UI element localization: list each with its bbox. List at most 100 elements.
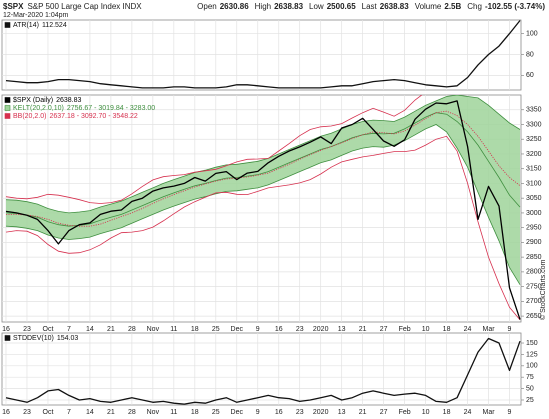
x-tick-label: 9 (256, 326, 260, 333)
x-tick-label: Feb (399, 326, 411, 333)
x-tick-label: 2020 (313, 326, 329, 333)
legend-name: BB(20,2.0) (13, 113, 46, 120)
quote-label: Volume (415, 2, 442, 11)
x-tick-label: 21 (107, 326, 115, 333)
y-tick-label: 2750 (526, 283, 542, 290)
x-tick-label: 25 (212, 326, 220, 333)
y-tick-label: 3050 (526, 195, 542, 202)
band-middle (6, 110, 521, 227)
plot (5, 95, 521, 321)
legend-entry: ATR(14) 112.524 (13, 22, 67, 29)
y-tick-label: 60 (526, 72, 534, 79)
x-tick-label: 13 (338, 326, 346, 333)
x-tick-label: 25 (212, 409, 220, 416)
legend-swatch (4, 22, 11, 28)
legend-swatch (4, 113, 11, 119)
title: $SPX (3, 2, 24, 11)
x-tick-label: Feb (399, 409, 411, 416)
x-tick-label: Dec (231, 409, 244, 416)
y-tick-label: 80 (526, 51, 534, 58)
subtitle: S&P 500 Large Cap Index INDX (27, 2, 142, 11)
y-tick-label: 3000 (526, 210, 542, 217)
y-tick-label: 3150 (526, 166, 542, 173)
y-tick-label: 2950 (526, 225, 542, 232)
legend-value: 2638.83 (56, 97, 81, 104)
quote-label: Chg (467, 2, 482, 11)
y-tick-label: 75 (526, 374, 534, 381)
x-tick-label: Nov (147, 409, 160, 416)
y-tick-label: 150 (526, 340, 538, 347)
quote-label: High (255, 2, 271, 11)
x-tick-label: 18 (191, 409, 199, 416)
x-tick-label: 10 (422, 409, 430, 416)
x-tick-label: 21 (359, 409, 367, 416)
x-tick-label: 23 (23, 409, 31, 416)
x-tick-label: 18 (191, 326, 199, 333)
watermark: © StockCharts.com (539, 259, 547, 320)
quote-label: Last (362, 2, 378, 11)
x-tick-label: 27 (380, 326, 388, 333)
x-tick-label: 23 (296, 326, 304, 333)
legend-swatch (4, 105, 11, 111)
x-tick-label: Oct (43, 326, 54, 333)
x-tick-label: 2020 (313, 409, 329, 416)
band-upper (5, 95, 423, 204)
x-tick-label: Mar (482, 326, 495, 333)
x-tick-label: 21 (107, 409, 115, 416)
plot (5, 20, 521, 89)
panel-frame (1, 332, 522, 406)
header-title-line: $SPX S&P 500 Large Cap Index INDX (3, 2, 142, 11)
quote-value: 2500.65 (327, 2, 356, 11)
y-tick-label: 2650 (526, 313, 542, 320)
y-tick-label: 100 (526, 363, 538, 370)
x-tick-label: 21 (359, 326, 367, 333)
y-tick-label: 3100 (526, 180, 542, 187)
y-tick-label: 3250 (526, 136, 542, 143)
x-tick-label: 18 (443, 326, 451, 333)
y-tick-label: 2800 (526, 269, 542, 276)
x-tick-label: Dec (231, 326, 244, 333)
x-tick-label: 27 (380, 409, 388, 416)
band-lower (5, 124, 521, 285)
band-upper (5, 95, 521, 214)
x-tick-label: 11 (170, 326, 177, 333)
legend-value: 154.03 (57, 335, 79, 342)
x-tick-label: 24 (464, 326, 472, 333)
quote-label: Low (309, 2, 324, 11)
y-tick-label: 2700 (526, 298, 542, 305)
y-tick-label: 3350 (526, 107, 542, 114)
x-tick-label: 14 (86, 409, 94, 416)
legend-value: 112.524 (42, 22, 67, 29)
quote-label: Open (197, 2, 217, 11)
x-tick-label: 14 (86, 326, 94, 333)
quote-value: 2638.83 (380, 2, 409, 11)
x-tick-label: 16 (275, 326, 283, 333)
x-tick-label: 23 (296, 409, 304, 416)
y-tick-label: 50 (526, 385, 534, 392)
band-fill (6, 95, 520, 285)
y-tick-label: 25 (526, 397, 534, 404)
panel-frame (1, 94, 522, 323)
quote-value: 2.5B (444, 2, 461, 11)
x-tick-label: 16 (2, 326, 10, 333)
legend-name: ATR(14) (13, 22, 39, 29)
legend-swatch (4, 97, 11, 103)
panel-frame (1, 19, 522, 91)
legend-value: 2756.67 - 3019.84 - 3283.00 (67, 105, 155, 112)
legend-swatch (4, 335, 11, 341)
band-lower (5, 135, 521, 321)
legend-name: $SPX (Daily) (13, 97, 53, 104)
x-tick-label: Mar (482, 409, 495, 416)
legend-entry: KELT(20,2.0,10) 2756.67 - 3019.84 - 3283.… (13, 105, 155, 112)
x-tick-label: 16 (275, 409, 283, 416)
x-tick-label: 23 (23, 326, 31, 333)
x-tick-label: 24 (464, 409, 472, 416)
date: 12-Mar-2020 1:04pm (3, 12, 69, 19)
x-tick-label: Oct (43, 409, 54, 416)
y-tick-label: 125 (526, 351, 538, 358)
y-tick-label: 3200 (526, 151, 542, 158)
x-tick-label: 16 (2, 409, 10, 416)
legend-name: KELT(20,2.0,10) (13, 105, 64, 112)
